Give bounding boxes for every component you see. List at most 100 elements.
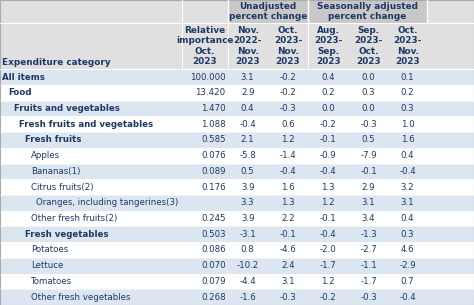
Text: 0.268: 0.268 (201, 292, 226, 302)
Bar (308, 0, 427, 23)
Text: Expenditure category: Expenditure category (2, 58, 111, 67)
Text: 0.4: 0.4 (401, 151, 414, 160)
Text: Fresh fruits and vegetables: Fresh fruits and vegetables (19, 120, 154, 129)
Text: All items: All items (2, 73, 45, 82)
Text: Potatoes: Potatoes (31, 246, 68, 254)
Text: 0.4: 0.4 (401, 214, 414, 223)
Text: -0.3: -0.3 (280, 104, 296, 113)
Text: 2.2: 2.2 (281, 214, 295, 223)
Text: 0.6: 0.6 (281, 120, 295, 129)
Bar (0, 242, 474, 258)
Text: 0.070: 0.070 (201, 261, 226, 270)
Bar (0, 23, 474, 69)
Text: Oct.
2023-
Nov.
2023: Oct. 2023- Nov. 2023 (393, 26, 422, 66)
Text: -4.6: -4.6 (280, 246, 296, 254)
Bar (228, 0, 308, 23)
Bar (0, 179, 474, 195)
Text: 0.076: 0.076 (201, 151, 226, 160)
Text: -0.1: -0.1 (360, 167, 377, 176)
Text: Tomatoes: Tomatoes (31, 277, 72, 286)
Text: Aug.
2023-
Sep.
2023: Aug. 2023- Sep. 2023 (314, 26, 342, 66)
Text: 0.176: 0.176 (201, 183, 226, 192)
Text: Fruits and vegetables: Fruits and vegetables (14, 104, 119, 113)
Text: -2.7: -2.7 (360, 246, 377, 254)
Text: 0.0: 0.0 (362, 73, 375, 82)
Text: 0.8: 0.8 (241, 246, 255, 254)
Text: -0.4: -0.4 (320, 167, 337, 176)
Text: Oct.
2023-
Nov.
2023: Oct. 2023- Nov. 2023 (274, 26, 302, 66)
Text: 0.4: 0.4 (241, 104, 255, 113)
Text: -0.2: -0.2 (320, 292, 337, 302)
Text: 1.3: 1.3 (321, 183, 335, 192)
Text: -2.0: -2.0 (320, 246, 337, 254)
Text: 2.1: 2.1 (241, 135, 255, 145)
Text: -1.3: -1.3 (360, 230, 377, 239)
Text: Fresh fruits: Fresh fruits (25, 135, 82, 145)
Text: 3.1: 3.1 (401, 198, 414, 207)
Text: -0.3: -0.3 (280, 292, 296, 302)
Text: 3.9: 3.9 (241, 214, 255, 223)
Text: -0.4: -0.4 (239, 120, 256, 129)
Text: -0.9: -0.9 (320, 151, 337, 160)
Text: 0.0: 0.0 (321, 104, 335, 113)
Text: -0.3: -0.3 (360, 292, 377, 302)
Text: -3.1: -3.1 (239, 230, 256, 239)
Text: -0.3: -0.3 (360, 120, 377, 129)
Text: -7.9: -7.9 (360, 151, 377, 160)
Text: 3.2: 3.2 (401, 183, 414, 192)
Text: -0.1: -0.1 (320, 214, 337, 223)
Text: -0.2: -0.2 (320, 120, 337, 129)
Bar (0, 101, 474, 117)
Text: 1.2: 1.2 (321, 198, 335, 207)
Text: -5.8: -5.8 (239, 151, 256, 160)
Text: 0.089: 0.089 (201, 167, 226, 176)
Text: 0.4: 0.4 (321, 73, 335, 82)
Text: -0.2: -0.2 (280, 73, 296, 82)
Text: -1.6: -1.6 (239, 292, 256, 302)
Text: -10.2: -10.2 (237, 261, 259, 270)
Text: -0.4: -0.4 (320, 230, 337, 239)
Text: Citrus fruits(2): Citrus fruits(2) (31, 183, 93, 192)
Text: 4.6: 4.6 (401, 246, 414, 254)
Bar (0, 117, 474, 132)
Text: -1.1: -1.1 (360, 261, 377, 270)
Bar (0, 85, 474, 101)
Text: 1.6: 1.6 (281, 183, 295, 192)
Bar (0, 69, 474, 85)
Text: Food: Food (8, 88, 32, 97)
Text: 0.585: 0.585 (201, 135, 226, 145)
Bar (0, 0, 474, 23)
Text: 3.4: 3.4 (362, 214, 375, 223)
Text: 1.2: 1.2 (281, 135, 295, 145)
Bar (0, 148, 474, 163)
Text: Other fresh vegetables: Other fresh vegetables (31, 292, 130, 302)
Text: Oranges, including tangerines(3): Oranges, including tangerines(3) (36, 198, 179, 207)
Text: 0.2: 0.2 (321, 88, 335, 97)
Bar (0, 289, 474, 305)
Bar (0, 132, 474, 148)
Text: 2.9: 2.9 (241, 88, 255, 97)
Text: -0.2: -0.2 (280, 88, 296, 97)
Text: 3.1: 3.1 (362, 198, 375, 207)
Text: Apples: Apples (31, 151, 60, 160)
Text: 0.5: 0.5 (362, 135, 375, 145)
Text: Unadjusted
percent change: Unadjusted percent change (228, 2, 307, 21)
Text: 0.503: 0.503 (201, 230, 226, 239)
Bar (0, 195, 474, 211)
Text: 0.1: 0.1 (401, 73, 414, 82)
Text: -2.9: -2.9 (399, 261, 416, 270)
Text: -1.7: -1.7 (320, 261, 337, 270)
Text: 1.0: 1.0 (401, 120, 414, 129)
Text: 100.000: 100.000 (190, 73, 226, 82)
Text: 2.4: 2.4 (281, 261, 295, 270)
Text: 0.0: 0.0 (362, 104, 375, 113)
Text: 1.088: 1.088 (201, 120, 226, 129)
Text: -4.4: -4.4 (239, 277, 256, 286)
Text: 1.6: 1.6 (401, 135, 414, 145)
Text: Seasonally adjusted
percent change: Seasonally adjusted percent change (317, 2, 418, 21)
Text: Relative
importance
Oct.
2023: Relative importance Oct. 2023 (176, 26, 234, 66)
Text: Bananas(1): Bananas(1) (31, 167, 80, 176)
Text: Sep.
2023-
Oct.
2023: Sep. 2023- Oct. 2023 (355, 26, 383, 66)
Text: 0.3: 0.3 (401, 104, 414, 113)
Bar (0, 163, 474, 179)
